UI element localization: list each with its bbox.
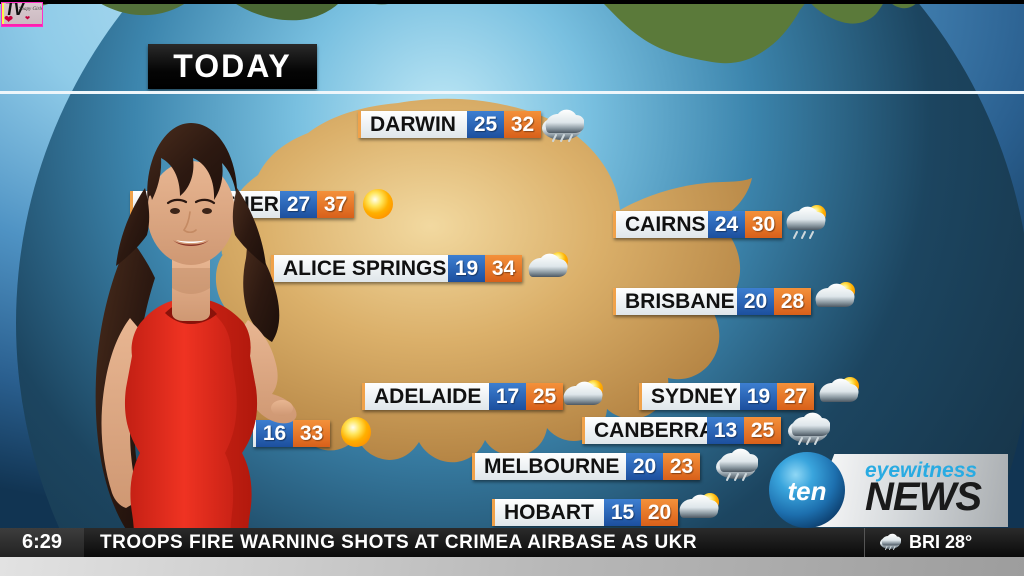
svg-text:ten: ten (788, 476, 827, 506)
